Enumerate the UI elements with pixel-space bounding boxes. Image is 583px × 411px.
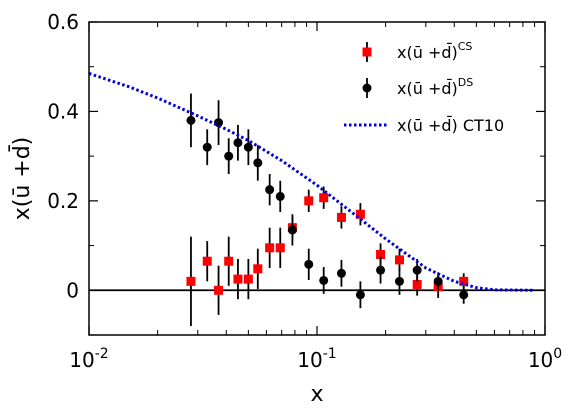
data-point-cs: [319, 193, 329, 203]
data-point-ds: [394, 276, 404, 286]
y-tick-label: 0: [66, 278, 79, 302]
series-cs: [186, 186, 469, 327]
legend-label-sup: DS: [458, 76, 473, 89]
data-point-ds: [233, 138, 243, 148]
x-tick-label: 10-1: [297, 346, 336, 372]
data-point-ds: [287, 225, 297, 235]
legend-label-main: x(ū +d̄): [397, 79, 458, 98]
data-point-ds: [459, 290, 469, 300]
x-tick-label-exponent: -2: [95, 346, 109, 362]
data-point-cs: [355, 209, 365, 219]
x-tick-label-base: 10: [297, 348, 322, 372]
data-point-ds: [355, 290, 365, 300]
data-point-ds: [319, 275, 329, 285]
legend-label-sup: CS: [458, 40, 473, 53]
data-point-cs: [304, 196, 314, 206]
data-point-ds: [265, 185, 275, 195]
series-ds: [186, 93, 469, 309]
legend-marker-cs: [362, 47, 372, 57]
data-point-cs: [265, 243, 275, 253]
legend-label: x(ū +d̄)DS: [397, 76, 473, 98]
y-tick-label: 0.4: [47, 99, 79, 123]
x-tick-label-exponent: -1: [323, 346, 337, 362]
x-tick-label-exponent: 0: [553, 346, 562, 362]
data-point-ds: [412, 265, 422, 275]
y-tick-label: 0.6: [47, 10, 79, 34]
data-point-ds: [253, 158, 263, 168]
data-point-cs: [376, 250, 386, 260]
data-point-cs: [224, 256, 234, 266]
data-point-ds: [304, 259, 314, 269]
data-point-cs: [243, 274, 253, 284]
x-tick-label: 100: [528, 346, 562, 372]
legend-label: x(ū +d̄) CT10: [397, 116, 504, 135]
data-point-cs: [394, 255, 404, 265]
x-tick-label-base: 10: [69, 348, 94, 372]
plot-area: [89, 71, 545, 327]
y-tick-label: 0.2: [47, 189, 79, 213]
data-point-cs: [336, 212, 346, 222]
x-axis-label: x: [310, 382, 323, 407]
data-point-ds: [243, 142, 253, 152]
data-point-ds: [376, 265, 386, 275]
data-point-cs: [202, 256, 212, 266]
plot-inner: [89, 71, 545, 327]
legend-label-main: x(ū +d̄) CT10: [397, 116, 504, 135]
ct10-curve: [89, 71, 535, 292]
data-point-ds: [224, 151, 234, 161]
legend: x(ū +d̄)CSx(ū +d̄)DSx(ū +d̄) CT10: [344, 40, 504, 135]
data-point-cs: [412, 279, 422, 289]
data-point-cs: [253, 264, 263, 274]
data-point-ds: [275, 191, 285, 201]
legend-marker-ds: [362, 83, 372, 93]
data-point-ds: [186, 115, 196, 125]
data-point-cs: [275, 243, 285, 253]
series-: [89, 71, 535, 292]
y-axis-label: x(ū +d̄): [9, 137, 35, 221]
data-point-cs: [186, 276, 196, 286]
legend-label-main: x(ū +d̄): [397, 43, 458, 62]
data-point-cs: [459, 276, 469, 286]
data-point-ds: [433, 276, 443, 286]
legend-label: x(ū +d̄)CS: [397, 40, 472, 62]
x-tick-label: 10-2: [69, 346, 108, 372]
x-tick-label-base: 10: [528, 348, 553, 372]
data-point-ds: [202, 142, 212, 152]
data-point-cs: [214, 285, 224, 295]
data-point-ds: [336, 268, 346, 278]
data-point-cs: [233, 274, 243, 284]
